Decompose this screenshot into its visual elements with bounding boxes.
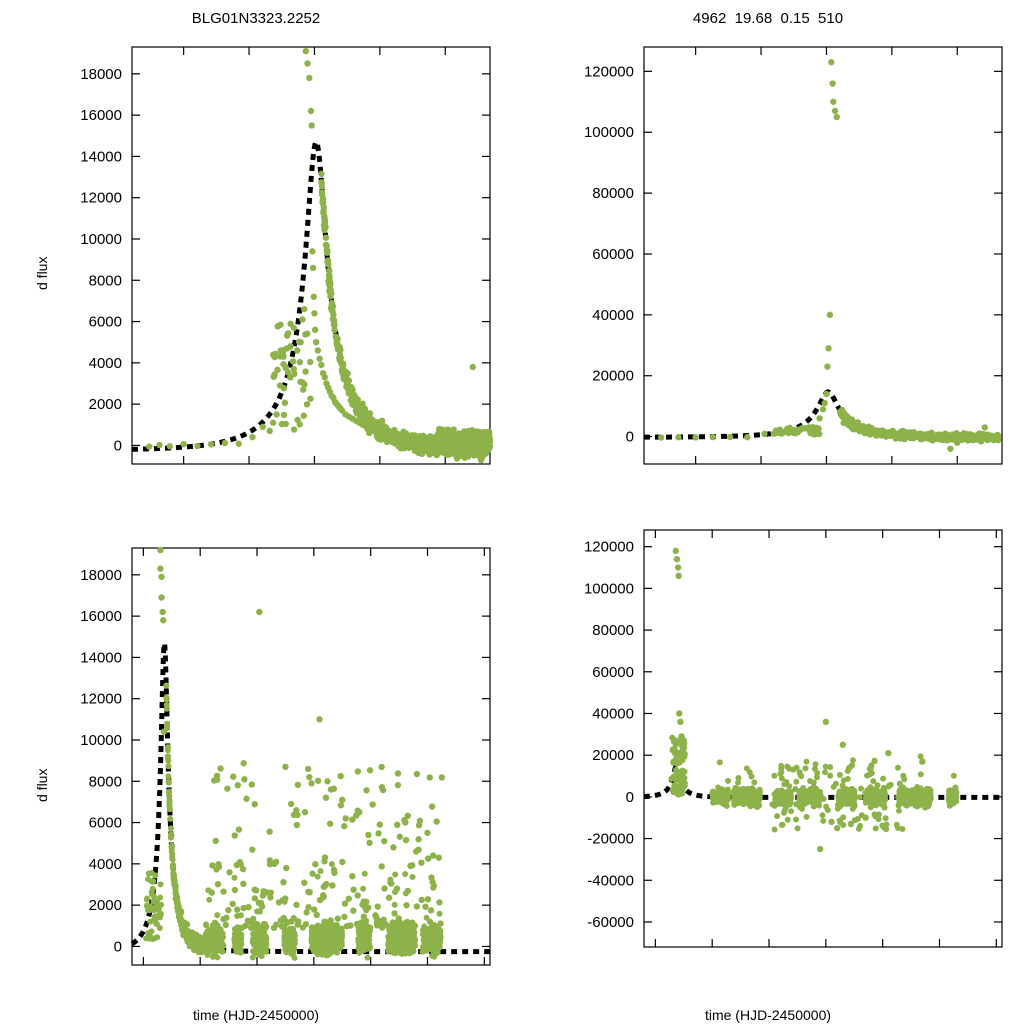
svg-text:120000: 120000 xyxy=(584,539,634,556)
svg-text:14000: 14000 xyxy=(80,649,122,666)
panel-top-right-title: 4962 19.68 0.15 510 xyxy=(692,10,844,27)
svg-text:0: 0 xyxy=(626,789,634,806)
svg-text:100000: 100000 xyxy=(584,580,634,597)
panel-bottom-left: d flux time (HJD-2450000) 0 2000 4000 6000 8… xyxy=(0,512,512,1024)
svg-text:6000: 6000 xyxy=(89,815,122,832)
panel-bottom-left-plot: 0 2000 4000 6000 8000 10000 12000 14000 16000 180… xyxy=(80,546,491,966)
panel-top-left-ylabel: d flux xyxy=(34,256,50,290)
svg-text:100000: 100000 xyxy=(584,124,634,141)
svg-text:40000: 40000 xyxy=(592,705,634,722)
svg-text:14000: 14000 xyxy=(80,148,122,165)
svg-text:6000: 6000 xyxy=(89,314,122,331)
svg-text:18000: 18000 xyxy=(80,567,122,584)
svg-text:60000: 60000 xyxy=(592,664,634,681)
panel-top-right: 4962 19.68 0.15 510 0 20000 40000 60000 8000… xyxy=(512,0,1024,512)
svg-text:18000: 18000 xyxy=(80,66,122,83)
panel-bottom-left-ylabel: d flux xyxy=(34,768,50,802)
svg-text:8000: 8000 xyxy=(89,272,122,289)
panel-top-right-plot: 0 20000 40000 60000 80000 100000 120000 xyxy=(584,46,1003,465)
svg-text:20000: 20000 xyxy=(592,747,634,764)
svg-text:10000: 10000 xyxy=(80,732,122,749)
panel-bottom-left-xlabel: time (HJD-2450000) xyxy=(192,1007,320,1023)
svg-text:10000: 10000 xyxy=(80,231,122,248)
svg-text:-20000: -20000 xyxy=(587,831,634,848)
svg-text:120000: 120000 xyxy=(584,63,634,80)
svg-text:80000: 80000 xyxy=(592,622,634,639)
svg-text:8000: 8000 xyxy=(89,773,122,790)
svg-text:80000: 80000 xyxy=(592,185,634,202)
svg-text:40000: 40000 xyxy=(592,307,634,324)
svg-text:12000: 12000 xyxy=(80,691,122,708)
svg-text:60000: 60000 xyxy=(592,246,634,263)
panel-bottom-right-xlabel: time (HJD-2450000) xyxy=(704,1007,832,1023)
svg-text:4000: 4000 xyxy=(89,355,122,372)
svg-text:16000: 16000 xyxy=(80,107,122,124)
svg-text:2000: 2000 xyxy=(89,897,122,914)
svg-text:4000: 4000 xyxy=(89,856,122,873)
svg-text:16000: 16000 xyxy=(80,608,122,625)
svg-text:0: 0 xyxy=(114,938,122,955)
svg-text:0: 0 xyxy=(114,437,122,454)
svg-text:-40000: -40000 xyxy=(587,872,634,889)
svg-text:20000: 20000 xyxy=(592,368,634,385)
svg-text:12000: 12000 xyxy=(80,190,122,207)
svg-text:2000: 2000 xyxy=(89,396,122,413)
svg-text:-60000: -60000 xyxy=(587,914,634,931)
panel-top-left: BLG01N3323.2252 d flux 0 2000 4000 6000 8000… xyxy=(0,0,512,512)
panel-top-left-title: BLG01N3323.2252 xyxy=(191,10,321,27)
svg-text:0: 0 xyxy=(626,429,634,446)
panel-bottom-right: time (HJD-2450000) -60000 -40000 -20000 0 20… xyxy=(512,512,1024,1024)
panel-bottom-right-plot: -60000 -40000 -20000 0 20000 40000 60000 80000 1… xyxy=(584,529,1003,948)
panel-top-left-plot: 0 2000 4000 6000 8000 10000 12000 14000 16000 180… xyxy=(80,46,494,465)
